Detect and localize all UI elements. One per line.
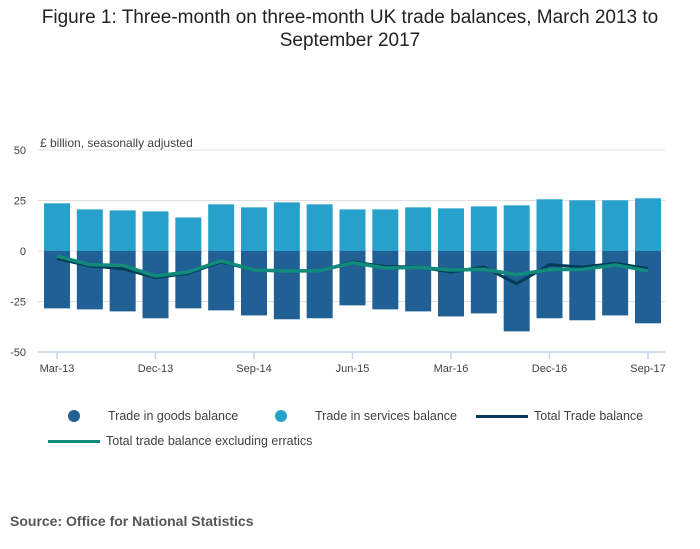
legend-label: Total Trade balance xyxy=(534,409,644,423)
bar-trade-in-services-balance xyxy=(208,204,235,251)
bar-trade-in-services-balance xyxy=(339,209,366,251)
bar-trade-in-services-balance xyxy=(503,205,530,251)
x-tick-label: Dec-16 xyxy=(532,363,567,375)
bar-trade-in-services-balance xyxy=(635,198,661,251)
x-tick-label: Jun-15 xyxy=(336,363,370,375)
legend-services[interactable]: Trade in services balance xyxy=(275,409,457,423)
bar-trade-in-goods-balance xyxy=(569,251,596,321)
bar-trade-in-goods-balance xyxy=(635,251,661,324)
y-tick-label: 0 xyxy=(20,246,26,258)
chart-title: Figure 1: Three-month on three-month UK … xyxy=(41,7,659,51)
y-axis-label: £ billion, seasonally adjusted xyxy=(40,136,193,150)
services-legend-icon xyxy=(275,410,287,422)
x-tick-label: Mar-16 xyxy=(434,363,469,375)
bar-trade-in-services-balance xyxy=(602,200,629,251)
source-note: Source: Office for National Statistics xyxy=(10,513,254,529)
bar-trade-in-services-balance xyxy=(405,207,432,251)
bar-trade-in-goods-balance xyxy=(142,251,169,319)
bar-trade-in-services-balance xyxy=(306,204,333,251)
bar-trade-in-services-balance xyxy=(470,206,497,251)
x-tick-label: Sep-14 xyxy=(236,363,271,375)
bar-trade-in-goods-balance xyxy=(175,251,202,309)
bar-trade-in-goods-balance xyxy=(109,251,136,312)
y-tick-label: -25 xyxy=(10,297,26,309)
legend-label: Total trade balance excluding erratics xyxy=(106,434,313,448)
total-legend-icon xyxy=(476,414,528,418)
bar-trade-in-services-balance xyxy=(569,200,596,251)
y-tick-label: 25 xyxy=(14,196,26,208)
bar-trade-in-goods-balance xyxy=(273,251,300,320)
bar-trade-in-goods-balance xyxy=(339,251,366,306)
bar-trade-in-services-balance xyxy=(142,211,169,251)
bar-trade-in-services-balance xyxy=(273,202,300,251)
legend-label: Trade in services balance xyxy=(315,409,457,423)
x-tick-label: Sep-17 xyxy=(630,363,665,375)
bar-trade-in-services-balance xyxy=(372,209,399,251)
bar-trade-in-goods-balance xyxy=(602,251,629,316)
bar-trade-in-goods-balance xyxy=(76,251,103,310)
bar-trade-in-services-balance xyxy=(536,199,563,251)
bar-trade-in-services-balance xyxy=(109,210,136,251)
x-tick-label: Dec-13 xyxy=(138,363,173,375)
trade-balance-chart: £ billion, seasonally adjusted 50 25 0 -25 -… xyxy=(10,136,666,375)
y-tick-label: -50 xyxy=(10,347,26,359)
legend-total[interactable]: Total Trade balance xyxy=(476,409,643,423)
bar-trade-in-goods-balance xyxy=(372,251,399,310)
bar-trade-in-services-balance xyxy=(241,207,267,251)
bar-trade-in-goods-balance xyxy=(306,251,333,319)
line-total-trade-balance-excluding-erratics xyxy=(56,254,649,278)
x-tick-label: Mar-13 xyxy=(40,363,75,375)
excl-erratics-legend-icon xyxy=(48,439,100,443)
bar-trade-in-goods-balance xyxy=(470,251,497,314)
bar-trade-in-services-balance xyxy=(76,209,103,251)
bar-trade-in-goods-balance xyxy=(241,251,267,316)
bar-trade-in-goods-balance xyxy=(536,251,563,319)
goods-legend-icon xyxy=(68,410,80,422)
bar-trade-in-goods-balance xyxy=(405,251,432,312)
bar-trade-in-services-balance xyxy=(438,208,464,251)
y-tick-label: 50 xyxy=(14,145,26,157)
bar-trade-in-services-balance xyxy=(44,203,70,251)
legend-goods[interactable]: Trade in goods balance xyxy=(68,409,238,423)
bar-trade-in-goods-balance xyxy=(503,251,530,332)
legend-label: Trade in goods balance xyxy=(108,409,239,423)
legend-excl-erratics[interactable]: Total trade balance excluding erratics xyxy=(48,434,312,448)
bar-trade-in-goods-balance xyxy=(438,251,464,317)
bar-trade-in-services-balance xyxy=(175,217,202,251)
